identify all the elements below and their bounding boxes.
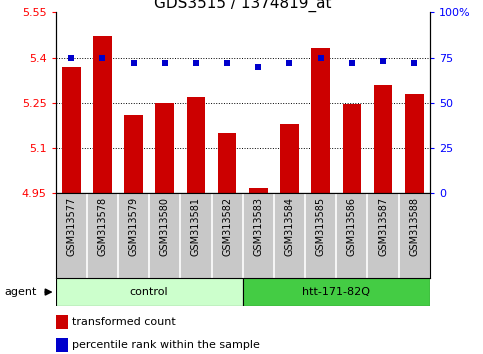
Point — [67, 55, 75, 60]
Bar — [156, 103, 174, 193]
Bar — [93, 36, 112, 193]
Text: GSM313583: GSM313583 — [253, 197, 263, 256]
Bar — [374, 85, 392, 193]
Text: GSM313584: GSM313584 — [284, 197, 295, 256]
Text: control: control — [130, 287, 169, 297]
Text: GSM313587: GSM313587 — [378, 197, 388, 256]
Bar — [342, 104, 361, 193]
Bar — [242, 278, 430, 306]
Point — [192, 60, 200, 66]
Bar — [280, 124, 299, 193]
Text: GSM313577: GSM313577 — [66, 197, 76, 256]
Bar — [56, 278, 242, 306]
Point — [99, 55, 106, 60]
Point — [255, 64, 262, 69]
Text: GSM313582: GSM313582 — [222, 197, 232, 256]
Text: htt-171-82Q: htt-171-82Q — [302, 287, 370, 297]
Point — [161, 60, 169, 66]
Point — [379, 58, 387, 64]
Bar — [249, 188, 268, 193]
Text: percentile rank within the sample: percentile rank within the sample — [72, 340, 260, 350]
Point — [285, 60, 293, 66]
Text: GSM313581: GSM313581 — [191, 197, 201, 256]
Text: GSM313586: GSM313586 — [347, 197, 357, 256]
Point — [411, 60, 418, 66]
Text: GSM313579: GSM313579 — [128, 197, 139, 256]
Point — [129, 60, 137, 66]
Bar — [218, 133, 237, 193]
Point — [348, 60, 356, 66]
Text: GSM313580: GSM313580 — [160, 197, 170, 256]
Bar — [312, 48, 330, 193]
Bar — [62, 67, 81, 193]
Title: GDS3515 / 1374819_at: GDS3515 / 1374819_at — [154, 0, 331, 12]
Text: GSM313578: GSM313578 — [98, 197, 107, 256]
Point — [223, 60, 231, 66]
Bar — [124, 115, 143, 193]
Text: agent: agent — [5, 287, 37, 297]
Text: GSM313585: GSM313585 — [316, 197, 326, 256]
Point — [317, 55, 325, 60]
Bar — [186, 97, 205, 193]
Text: GSM313588: GSM313588 — [409, 197, 419, 256]
Bar — [405, 93, 424, 193]
Text: transformed count: transformed count — [72, 317, 176, 327]
